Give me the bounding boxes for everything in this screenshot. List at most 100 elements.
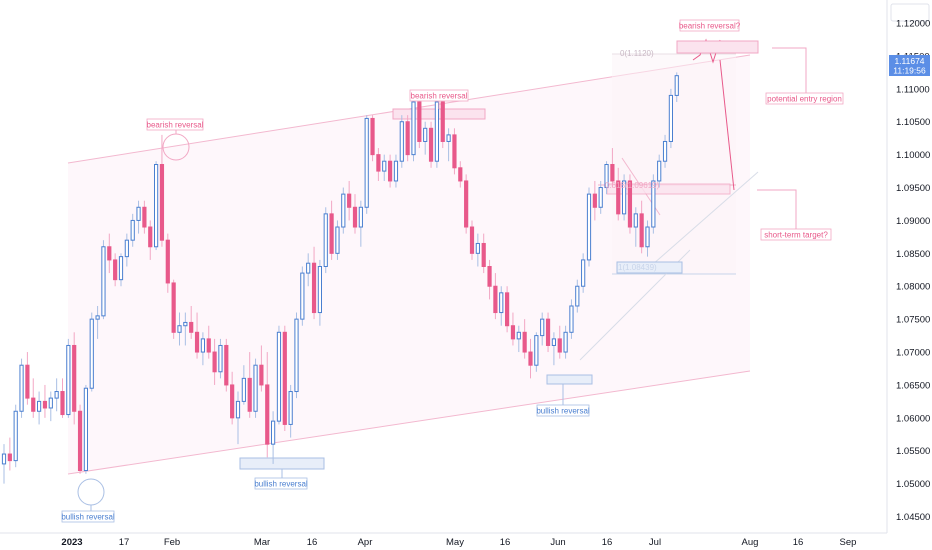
candle-body xyxy=(271,420,276,445)
candle xyxy=(528,338,533,379)
candle xyxy=(335,220,340,260)
candle-body xyxy=(25,364,30,399)
candle xyxy=(1,444,7,484)
candle xyxy=(358,200,363,247)
y-tick-label: 1.10000 xyxy=(896,150,930,161)
candle-body xyxy=(563,331,568,353)
candle-body xyxy=(259,364,264,386)
candle xyxy=(118,253,124,287)
candles-group xyxy=(1,72,679,484)
candle xyxy=(230,371,235,425)
y-tick-label: 1.08500 xyxy=(896,249,930,260)
candle-body xyxy=(253,364,258,412)
candle xyxy=(417,95,422,149)
candle xyxy=(54,378,59,412)
candle-body xyxy=(428,127,434,162)
candle-body xyxy=(276,331,282,422)
candle-body xyxy=(604,164,609,189)
svg-text:bullish reversal: bullish reversal xyxy=(61,513,115,522)
candle-body xyxy=(294,318,299,393)
candle xyxy=(604,161,609,195)
candle-body xyxy=(545,318,551,346)
candle xyxy=(516,325,521,353)
candle xyxy=(66,338,71,418)
candle xyxy=(259,345,264,392)
x-tick-label: Mar xyxy=(254,537,270,548)
candle xyxy=(510,312,516,346)
candle xyxy=(206,325,211,359)
candle xyxy=(592,180,597,221)
candle-body xyxy=(434,101,439,162)
candle-body xyxy=(639,213,644,248)
candle xyxy=(446,128,451,162)
candle-body xyxy=(616,180,621,215)
ann-connector-target xyxy=(757,189,797,229)
x-tick-label: 16 xyxy=(307,537,318,548)
label-target: short-term target? xyxy=(760,228,832,241)
candle xyxy=(522,319,527,359)
candle-body xyxy=(282,331,287,425)
candle-body xyxy=(417,101,422,142)
candle-countdown: 11:19:56 xyxy=(893,66,926,76)
candle xyxy=(7,437,12,471)
candle xyxy=(405,115,410,162)
candle xyxy=(469,220,475,260)
candle-body xyxy=(633,213,638,228)
candle xyxy=(458,161,463,188)
candle xyxy=(428,121,434,168)
candle-body xyxy=(37,400,42,412)
y-tick-label: 1.12000 xyxy=(896,19,930,30)
candle xyxy=(551,332,556,366)
label-bullish-jun: bullish reversal xyxy=(536,404,590,417)
candle-body xyxy=(60,391,65,416)
fib-label-0: 0(1.1120) xyxy=(620,49,654,58)
candle-body xyxy=(598,187,603,208)
candle xyxy=(323,207,328,274)
candle xyxy=(622,174,627,221)
candle xyxy=(148,220,153,260)
candle-body xyxy=(230,384,235,419)
candle xyxy=(610,148,615,188)
candle xyxy=(393,154,399,188)
candle xyxy=(72,332,77,425)
candle xyxy=(569,299,574,339)
candle xyxy=(399,115,404,168)
candle xyxy=(376,148,381,181)
y-tick-label: 1.06000 xyxy=(896,413,930,424)
y-tick-label: 1.06500 xyxy=(896,380,930,391)
candle-body xyxy=(382,160,387,172)
fib-box xyxy=(612,54,736,274)
candle-body xyxy=(499,292,504,314)
candle-body xyxy=(388,160,393,182)
candle-body xyxy=(487,266,492,287)
candle xyxy=(598,180,603,214)
candle-body xyxy=(177,325,182,333)
candle xyxy=(317,259,322,326)
svg-text:bullish reversal: bullish reversal xyxy=(254,480,308,489)
candle xyxy=(329,200,334,260)
svg-text:bearish reversal: bearish reversal xyxy=(411,92,468,101)
candle xyxy=(575,279,580,313)
candle-body xyxy=(171,282,176,333)
candle xyxy=(452,128,457,175)
candle xyxy=(347,180,352,221)
channel-lower-line xyxy=(67,370,751,475)
candle xyxy=(48,391,53,422)
projection-target-line xyxy=(719,59,735,191)
candle-body xyxy=(505,292,510,327)
candle-body xyxy=(610,164,615,182)
candle-body xyxy=(183,321,188,327)
candle-body xyxy=(89,318,94,389)
candle xyxy=(662,134,668,168)
candle-body xyxy=(557,338,562,353)
top-right-box[interactable] xyxy=(890,3,930,22)
candle-body xyxy=(586,193,592,261)
candle-body xyxy=(399,121,404,162)
current-price-tag: 1.11674 11:19:56 xyxy=(889,55,930,76)
projection-zigzag xyxy=(692,38,721,64)
fib-trend-line xyxy=(651,171,759,266)
candle xyxy=(434,95,439,168)
candle-body xyxy=(358,206,363,228)
candle xyxy=(505,286,510,333)
